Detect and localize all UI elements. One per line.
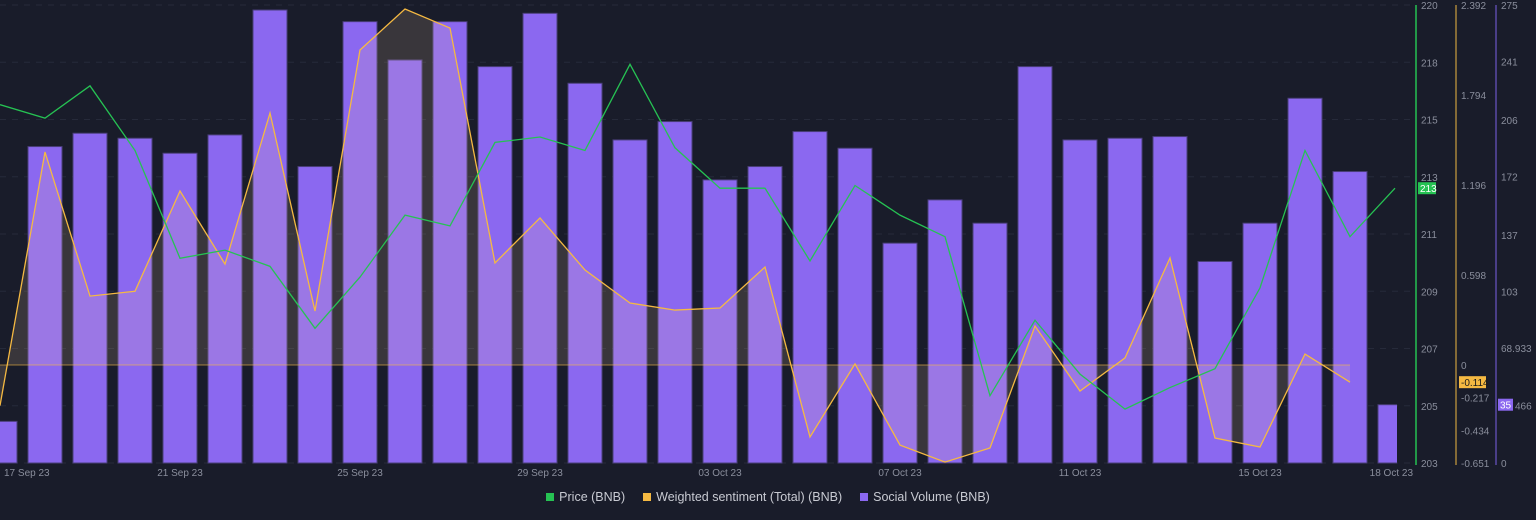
social-volume-bar [1377,404,1397,464]
social-volume-bar [792,131,828,464]
price-tick-label: 205 [1421,402,1438,413]
social-tick-label: 0 [1501,459,1507,470]
sentiment-current-tag: -0.114 [1461,378,1489,389]
price-line-path [0,62,1396,410]
social-volume-bar [477,66,513,464]
social-tick-label: 206 [1501,116,1518,127]
social-volume-bar [252,9,288,464]
sentiment-tick-label: 0.598 [1461,271,1486,282]
social-volume-bar [162,152,198,464]
social-tick-label: 103 [1501,287,1518,298]
social-volume-bar [657,121,693,464]
social-volume-bar [882,242,918,464]
price-tick-label: 209 [1421,287,1438,298]
social-volume-bar [1152,136,1188,464]
social-current-tag: 35 [1500,401,1512,412]
legend-label: Weighted sentiment (Total) (BNB) [656,490,843,504]
social-volume-swatch [860,493,869,501]
x-tick-label: 11 Oct 23 [1059,468,1102,479]
sentiment-tick-label: -0.651 [1461,459,1490,470]
x-tick-label: 15 Oct 23 [1238,468,1282,479]
legend-label: Social Volume (BNB) [873,490,990,504]
social-volume-bar [837,147,873,464]
chart: 220 218 215 213 211 209 207 205 203 2.392 1.794 1.1… [0,1,1532,479]
price-tick-label: 213 [1421,173,1438,184]
social-volume-bar [522,12,558,464]
social-volume-bar [972,222,1008,464]
x-tick-label: 21 Sep 23 [157,468,203,479]
sentiment-tick-label: -0.217 [1461,394,1490,405]
social-volume-bar [702,179,738,464]
social-volume-bar [747,166,783,464]
social-tick-label: 275 [1501,1,1518,12]
legend-item-price[interactable]: Price (BNB) [546,490,625,504]
price-current-tag: 213 [1420,184,1437,195]
price-tick-label: 218 [1421,58,1438,69]
price-tick-label: 220 [1421,1,1438,12]
sentiment-tick-label: 1.794 [1461,91,1486,102]
social-tick-label: 172 [1501,173,1518,184]
x-tick-label: 17 Sep 23 [4,468,50,479]
sentiment-area [0,8,1351,463]
sentiment-fill [0,9,1350,463]
social-volume-bar [207,134,243,464]
legend: Price (BNB) Weighted sentiment (Total) (… [0,490,1536,504]
social-current-tag-bg [1498,398,1513,411]
social-volume-bar [1062,139,1098,464]
price-swatch [546,493,555,501]
price-current-tag-bg [1418,182,1436,195]
x-tick-label: 03 Oct 23 [698,468,742,479]
social-volume-bar [1332,171,1368,464]
social-volume-bar [1197,260,1233,464]
sentiment-swatch [643,493,652,501]
social-volume-bars [0,9,1397,464]
x-tick-label: 18 Oct 23 [1370,468,1414,479]
price-line [0,62,1396,410]
sentiment-current-tag-bg [1459,376,1486,389]
social-volume-bar [612,139,648,464]
sentiment-tick-label: 0 [1461,361,1467,372]
social-tick-label: 466 [1515,402,1532,413]
price-tick-label: 207 [1421,345,1438,356]
social-volume-bar [432,21,468,464]
price-tick-label: 203 [1421,459,1438,470]
social-tick-label: 68.933 [1501,344,1532,355]
social-volume-bar [342,21,378,464]
social-volume-bar [27,146,63,464]
price-tick-label: 215 [1421,116,1438,127]
social-volume-bar [0,420,18,464]
legend-item-social-volume[interactable]: Social Volume (BNB) [860,490,990,504]
social-volume-bar [1287,97,1323,464]
sentiment-tick-label: 2.392 [1461,1,1486,12]
axes: 220 218 215 213 211 209 207 205 203 2.392 1.794 1.1… [1415,1,1532,470]
legend-label: Price (BNB) [559,490,626,504]
social-volume-bar [927,199,963,464]
social-tick-label: 241 [1501,58,1518,69]
sentiment-tick-label: 1.196 [1461,181,1486,192]
legend-item-sentiment[interactable]: Weighted sentiment (Total) (BNB) [643,490,842,504]
price-tick-label: 211 [1421,230,1437,241]
x-tick-label: 25 Sep 23 [337,468,383,479]
social-volume-bar [1107,137,1143,464]
x-tick-label: 29 Sep 23 [517,468,563,479]
social-volume-bar [387,59,423,464]
x-tick-label: 07 Oct 23 [878,468,922,479]
social-volume-bar [72,132,108,464]
x-axis: 17 Sep 23 21 Sep 23 25 Sep 23 29 Sep 23 03 O… [4,468,1413,479]
social-volume-bar [1017,66,1053,464]
social-tick-label: 137 [1501,231,1518,242]
social-volume-bar [117,137,153,464]
sentiment-tick-label: -0.434 [1461,426,1490,437]
